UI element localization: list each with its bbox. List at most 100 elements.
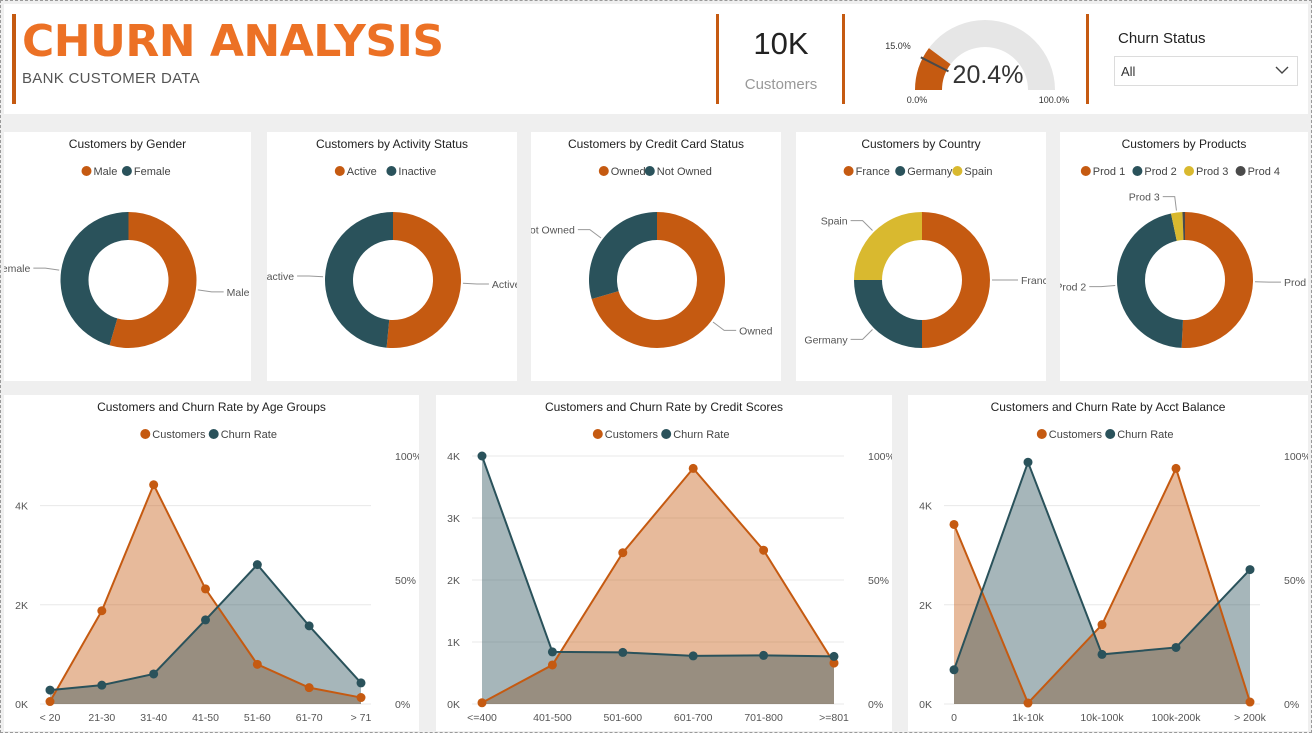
gauge-target-label: 15.0% <box>885 41 911 51</box>
age-groups-area-chart[interactable]: Customers Churn Rate 0K 2K 4K 0% 50% 100% < 20 21… <box>4 421 419 731</box>
gauge-min-label: 0.0% <box>907 95 928 105</box>
legend-label-customers: Customers <box>152 429 206 441</box>
customers-point <box>949 519 959 529</box>
chevron-down-icon[interactable] <box>1275 65 1289 75</box>
acct-balance-area-chart[interactable]: Customers Churn Rate 0K 2K 4K 0% 50% 100% 0 1k-10… <box>908 421 1308 731</box>
customers-point <box>477 698 487 708</box>
churn-rate-point <box>829 651 839 661</box>
donut-leader-line <box>1162 196 1177 211</box>
legend-marker-spain <box>952 166 963 176</box>
donut-label-prod-2: Prod 2 <box>1060 282 1086 294</box>
x-tick-label: 51-60 <box>244 712 271 724</box>
y-tick-label: 2K <box>447 575 460 587</box>
churn-rate-point <box>356 678 366 688</box>
donut-slice-inactive <box>325 212 393 348</box>
card-credit-scores: Customers and Churn Rate by Credit Score… <box>436 395 892 731</box>
donut-leader-line <box>1089 284 1116 288</box>
churn-rate-point <box>1171 642 1181 652</box>
chart-title: Customers and Churn Rate by Age Groups <box>97 400 326 414</box>
customers-point <box>149 480 159 490</box>
x-tick-label: > 200k <box>1234 712 1267 724</box>
donut-label-germany: Germany <box>804 334 848 346</box>
y2-tick-label: 0% <box>395 699 410 711</box>
customers-point <box>201 584 210 594</box>
card-country: Customers by Country France Germany Spain F… <box>796 132 1046 381</box>
x-tick-label: 61-70 <box>296 712 323 724</box>
donut-label-prod-3: Prod 3 <box>1129 192 1160 204</box>
donut-slice-prod-3 <box>1171 212 1184 241</box>
y2-tick-label: 50% <box>395 575 416 587</box>
donut-slice-active <box>386 212 462 348</box>
donut-label-france: France <box>1021 275 1046 287</box>
credit-card-donut-chart[interactable]: Owned Not Owned Owned Not Owned <box>531 158 781 378</box>
customers-point <box>304 683 314 693</box>
legend-label-not-owned: Not Owned <box>657 166 712 178</box>
x-tick-label: 701-800 <box>744 712 783 724</box>
y-tick-label: 2K <box>15 600 28 612</box>
donut-slice-germany <box>854 280 922 348</box>
chart-title: Customers and Churn Rate by Acct Balance <box>990 400 1226 414</box>
donut-label-inactive: Inactive <box>267 271 294 283</box>
churn-status-dropdown[interactable]: All <box>1114 56 1298 86</box>
customers-point <box>45 697 55 707</box>
card-credit-card: Customers by Credit Card Status Owned Not… <box>531 132 781 381</box>
x-tick-label: 1k-10k <box>1012 712 1044 724</box>
customers-point <box>759 545 769 555</box>
legend-marker-male <box>81 166 92 176</box>
page-subtitle: BANK CUSTOMER DATA <box>22 70 200 87</box>
chart-title: Customers by Country <box>861 137 981 151</box>
y2-tick-label: 100% <box>1284 451 1308 463</box>
churn-rate-point <box>304 621 314 631</box>
donut-slice-prod-4 <box>1182 212 1185 241</box>
churn-rate-point <box>759 650 769 660</box>
x-tick-label: 21-30 <box>88 712 115 724</box>
x-tick-label: 10k-100k <box>1080 712 1124 724</box>
donut-leader-line <box>297 275 324 278</box>
legend-label-female: Female <box>134 166 171 178</box>
y-tick-label: 4K <box>15 501 28 513</box>
x-tick-label: 100k-200k <box>1151 712 1201 724</box>
legend-label-churn-rate: Churn Rate <box>1117 429 1173 441</box>
y-tick-label: 1K <box>447 637 460 649</box>
churn-rate-line <box>481 455 835 658</box>
donut-leader-line <box>850 329 873 340</box>
customers-point <box>356 693 366 703</box>
x-tick-label: 501-600 <box>604 712 643 724</box>
gauge-target-marker <box>920 56 949 73</box>
legend-label-owned: Owned <box>611 166 646 178</box>
x-tick-label: 401-500 <box>533 712 572 724</box>
y2-tick-label: 0% <box>868 699 883 711</box>
donut-slice-male <box>109 212 197 348</box>
activity-donut-chart[interactable]: Active Inactive Active Inactive <box>267 158 517 378</box>
churn-rate-point <box>1097 649 1107 659</box>
legend-marker-not-owned <box>644 166 655 176</box>
card-products: Customers by Products Prod 1 Prod 2 Prod 3… <box>1060 132 1308 381</box>
gauge-track <box>915 20 1055 90</box>
credit-scores-area-chart[interactable]: Customers Churn Rate 0K 1K 2K 3K 4K 0% 50% 100% <=… <box>436 421 892 731</box>
x-tick-label: 0 <box>951 712 957 724</box>
divider <box>842 14 845 104</box>
x-tick-label: 31-40 <box>140 712 167 724</box>
legend-marker-france <box>843 166 854 176</box>
donut-label-active: Active <box>492 279 517 291</box>
country-donut-chart[interactable]: France Germany Spain France Germany Spain <box>796 158 1046 378</box>
legend-marker-germany <box>895 166 906 176</box>
y-tick-label: 0K <box>919 699 932 711</box>
legend-label-france: France <box>856 166 890 178</box>
churn-rate-area <box>954 462 1250 704</box>
customers-point <box>1245 697 1255 707</box>
churn-rate-point <box>97 680 107 690</box>
donut-slice-france <box>922 212 990 348</box>
donut-leader-line <box>33 267 60 271</box>
donut-slice-not-owned <box>589 212 657 299</box>
kpi-customers-value[interactable]: 10K <box>753 26 809 61</box>
churn-rate-point <box>618 647 628 657</box>
churn-rate-point <box>688 651 698 661</box>
legend-marker-churn-rate <box>661 429 672 439</box>
churn-rate-gauge[interactable]: 20.4% 15.0% 0.0% 100.0% <box>870 6 1080 110</box>
legend-marker-prod-1 <box>1080 166 1091 176</box>
title-accent-bar <box>12 14 16 104</box>
products-donut-chart[interactable]: Prod 1 Prod 2 Prod 3 Prod 4 Prod 1 Prod 2 Prod… <box>1060 158 1308 378</box>
legend-marker-prod-2 <box>1132 166 1143 176</box>
gender-donut-chart[interactable]: Male Female Male Female <box>4 158 251 378</box>
